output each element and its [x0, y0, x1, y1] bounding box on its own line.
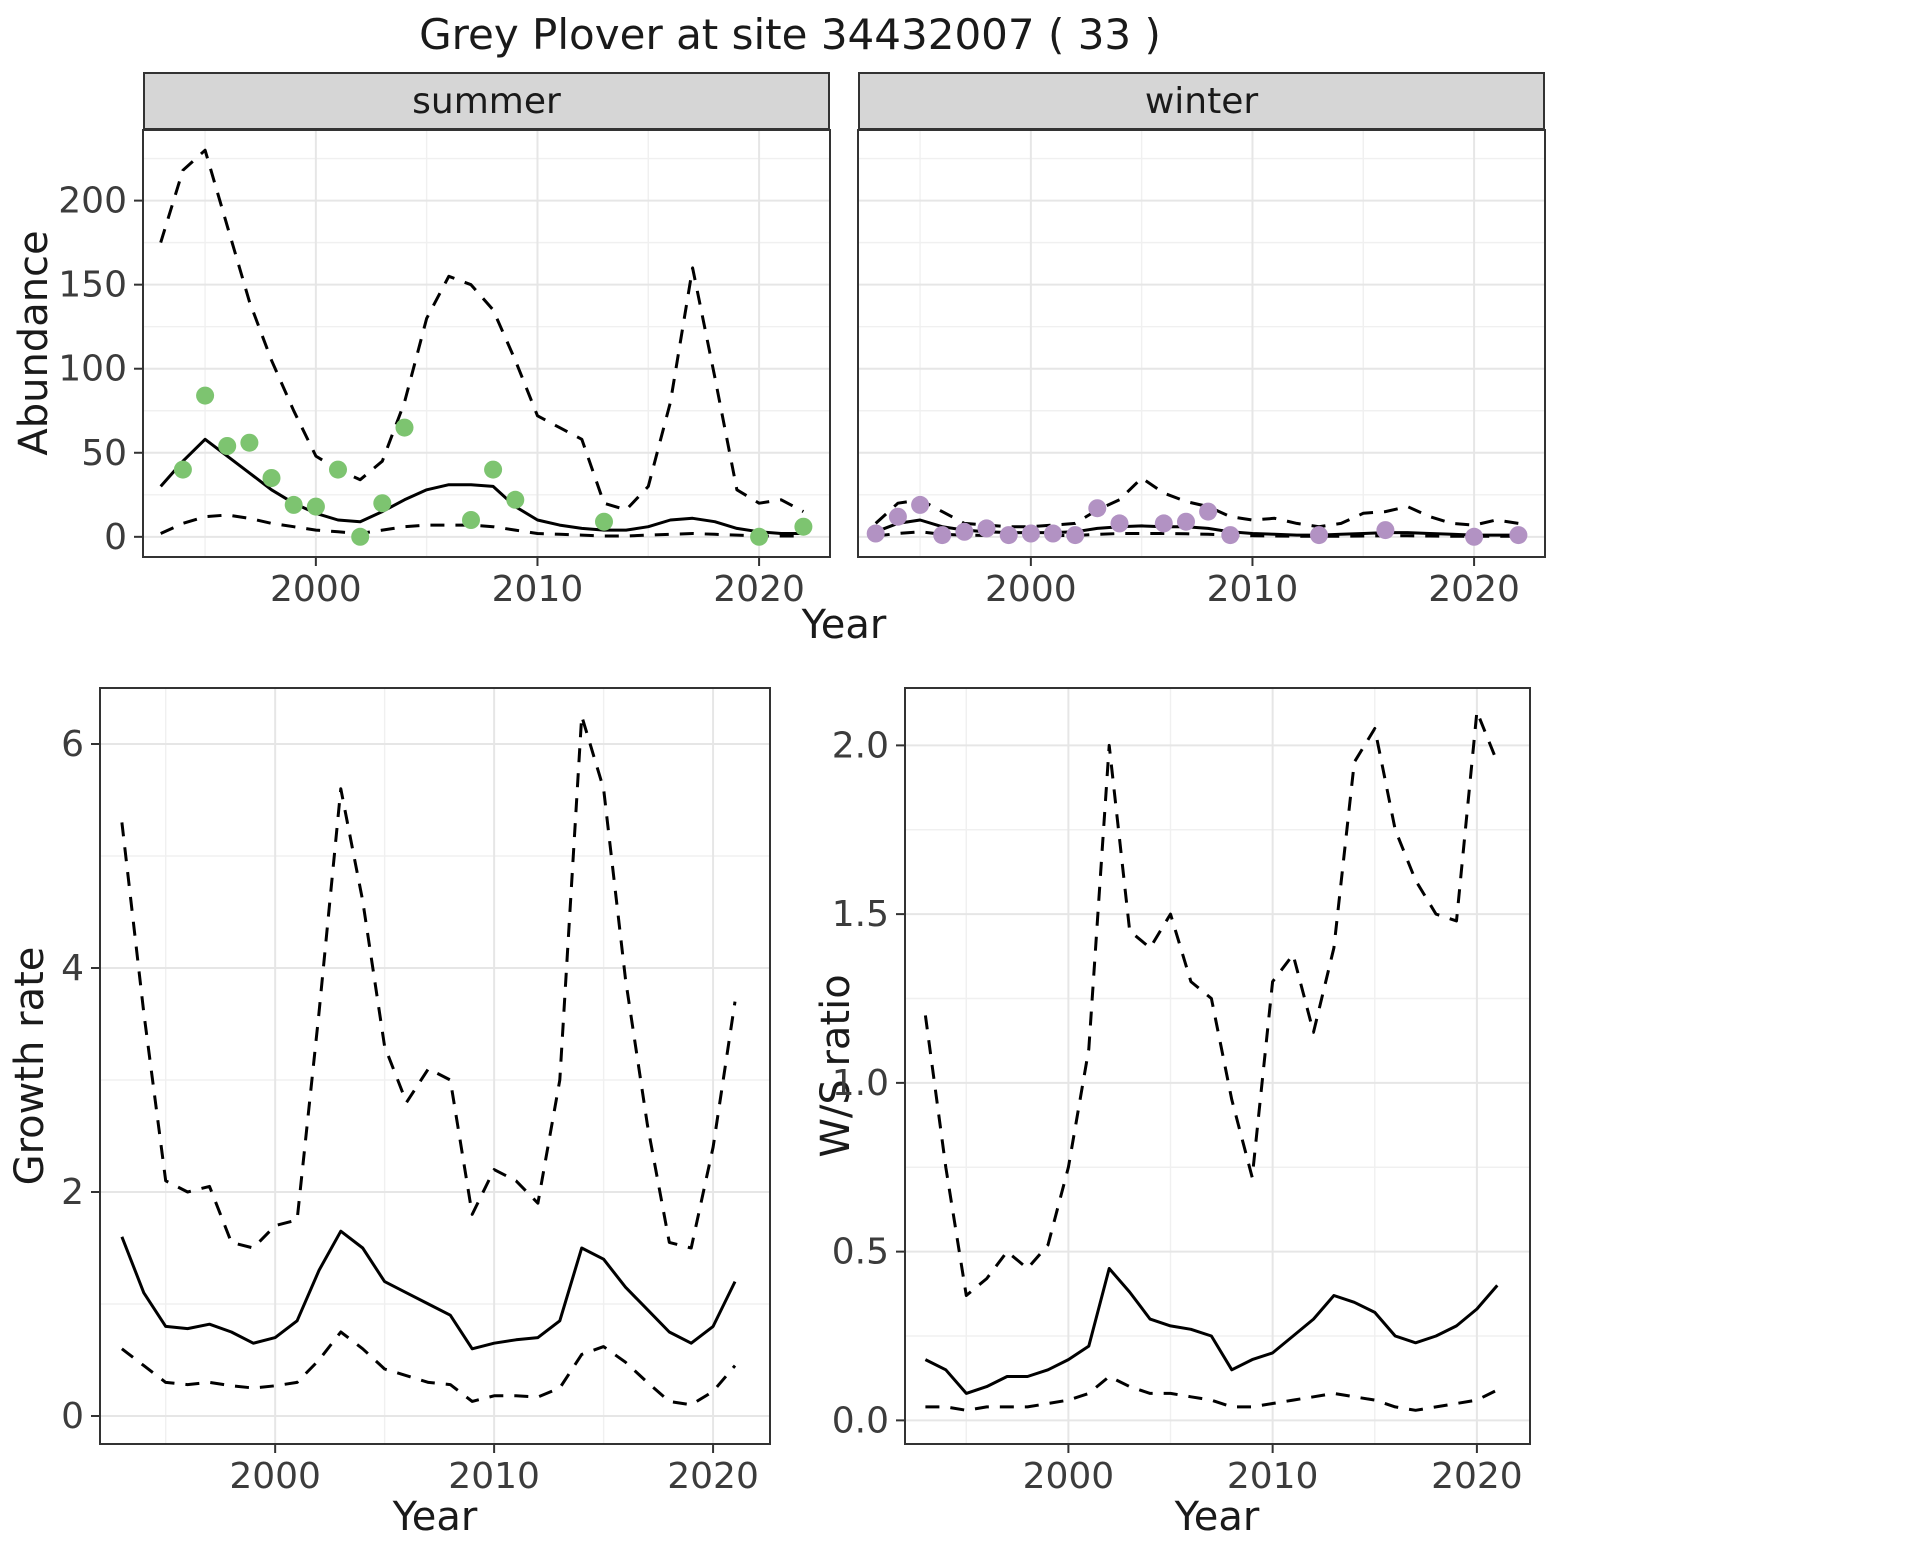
chart-title: Grey Plover at site 34432007 ( 33 ) [419, 10, 1161, 59]
abundance-winter-panel: 2000 2010 2020 [857, 129, 1546, 610]
growth-rate-panel: 2000 2010 2020 0 2 4 6 [61, 687, 771, 1497]
facet-strip-winter-label: winter [1144, 80, 1259, 122]
abundance-summer-data-point [351, 527, 370, 546]
y-tick-label: 2.0 [832, 725, 889, 766]
panel-border [857, 129, 1546, 558]
x-tick-label: 2010 [1207, 569, 1299, 610]
x-tick-label: 2000 [1023, 1456, 1115, 1497]
x-tick-label: 2020 [667, 1456, 759, 1497]
abundance-winter-data-point [1088, 499, 1107, 518]
abundance-winter-data-point [1154, 514, 1173, 533]
x-tick-label: 2010 [492, 569, 584, 610]
growth-rate-lower-ci-line [120, 1330, 737, 1407]
x-tick-label: 2000 [270, 569, 362, 610]
abundance-summer-data-point [395, 418, 414, 437]
abundance-winter-data-point [1044, 524, 1062, 543]
y-tick-label: 50 [81, 433, 127, 474]
y-tick-label: 0 [61, 1396, 84, 1437]
abundance-summer-data-point [240, 433, 259, 452]
abundance-summer-data-point [794, 517, 813, 536]
y-tick-label: 0.5 [832, 1232, 889, 1273]
abundance-summer-fit-line [159, 437, 804, 535]
y-tick-label: 2 [61, 1172, 84, 1213]
growth-rate-x-axis-label: Year [392, 1494, 478, 1540]
panel-background [858, 130, 1545, 557]
x-tick-label: 2000 [229, 1456, 321, 1497]
facet-strip-summer-label: summer [412, 80, 561, 122]
abundance-summer-data-point [306, 497, 325, 516]
growth-rate-upper-ci-line [120, 714, 737, 1250]
x-tick-label: 2020 [1428, 569, 1520, 610]
abundance-winter-data-point [1021, 524, 1040, 543]
abundance-winter-data-point [1465, 527, 1484, 546]
abundance-winter-upper-ci-line [874, 476, 1519, 529]
abundance-winter-data-point [977, 519, 996, 538]
y-tick-label: 0.0 [832, 1400, 889, 1441]
abundance-winter-data-point [866, 524, 885, 543]
ws-ratio-fit-line [924, 1267, 1499, 1395]
abundance-summer-panel: 2000 2010 2020 0 50 100 150 200 [58, 129, 831, 610]
ws-ratio-upper-ci-line [923, 710, 1499, 1297]
panel-background [905, 688, 1530, 1444]
y-tick-label: 0 [104, 517, 127, 558]
ws-ratio-x-axis-label: Year [1174, 1494, 1260, 1540]
abundance-summer-data-point [196, 386, 215, 405]
x-tick-label: 2020 [713, 569, 805, 610]
y-tick-label: 150 [58, 265, 127, 306]
abundance-summer-data-point [262, 469, 281, 487]
panel-background [100, 688, 770, 1444]
x-tick-label: 2010 [448, 1456, 540, 1497]
abundance-winter-data-point [1066, 526, 1085, 545]
abundance-summer-data-point [284, 495, 303, 514]
abundance-summer-data-point [462, 511, 480, 529]
y-tick-label: 1.0 [832, 1063, 889, 1104]
abundance-winter-data-point [933, 526, 952, 545]
x-tick-label: 2000 [985, 569, 1077, 610]
abundance-winter-data-point [1177, 512, 1195, 531]
abundance-summer-data-point [373, 494, 392, 513]
y-tick-label: 6 [61, 724, 84, 765]
panel-border [99, 687, 771, 1445]
ws-ratio-panel: 2000 2010 2020 0.0 0.5 1.0 1.5 2.0 [832, 687, 1531, 1497]
abundance-winter-data-point [888, 507, 907, 526]
panel-border [904, 687, 1531, 1445]
abundance-winter-data-point [1199, 502, 1218, 521]
abundance-winter-data-point [999, 526, 1018, 545]
y-tick-label: 100 [58, 349, 127, 390]
panel-border [142, 129, 831, 558]
y-tick-label: 4 [61, 948, 84, 989]
abundance-winter-data-point [1376, 521, 1395, 540]
abundance-winter-data-point [1310, 526, 1328, 545]
abundance-winter-data-point [955, 522, 974, 541]
abundance-summer-data-point [218, 437, 237, 455]
abundance-summer-data-point [173, 460, 192, 479]
x-tick-label: 2010 [1227, 1456, 1319, 1497]
abundance-summer-data-point [506, 490, 525, 509]
x-tick-label: 2020 [1431, 1456, 1523, 1497]
abundance-winter-data-point [1509, 526, 1528, 545]
abundance-summer-data-point [595, 512, 613, 531]
abundance-x-axis-label: Year [801, 602, 887, 648]
abundance-summer-data-point [750, 527, 769, 546]
y-tick-label: 200 [58, 181, 127, 222]
panel-background [143, 130, 830, 557]
facet-strip-winter: winter [858, 72, 1545, 130]
abundance-winter-data-point [1110, 514, 1129, 533]
growth-rate-fit-line [120, 1229, 737, 1351]
abundance-summer-data-point [329, 460, 347, 479]
abundance-winter-data-point [911, 495, 930, 514]
abundance-summer-data-point [484, 460, 503, 479]
facet-strip-summer: summer [143, 72, 830, 130]
abundance-winter-data-point [1221, 526, 1240, 545]
abundance-summer-lower-ci-line [160, 513, 804, 538]
y-tick-label: 1.5 [832, 894, 889, 935]
